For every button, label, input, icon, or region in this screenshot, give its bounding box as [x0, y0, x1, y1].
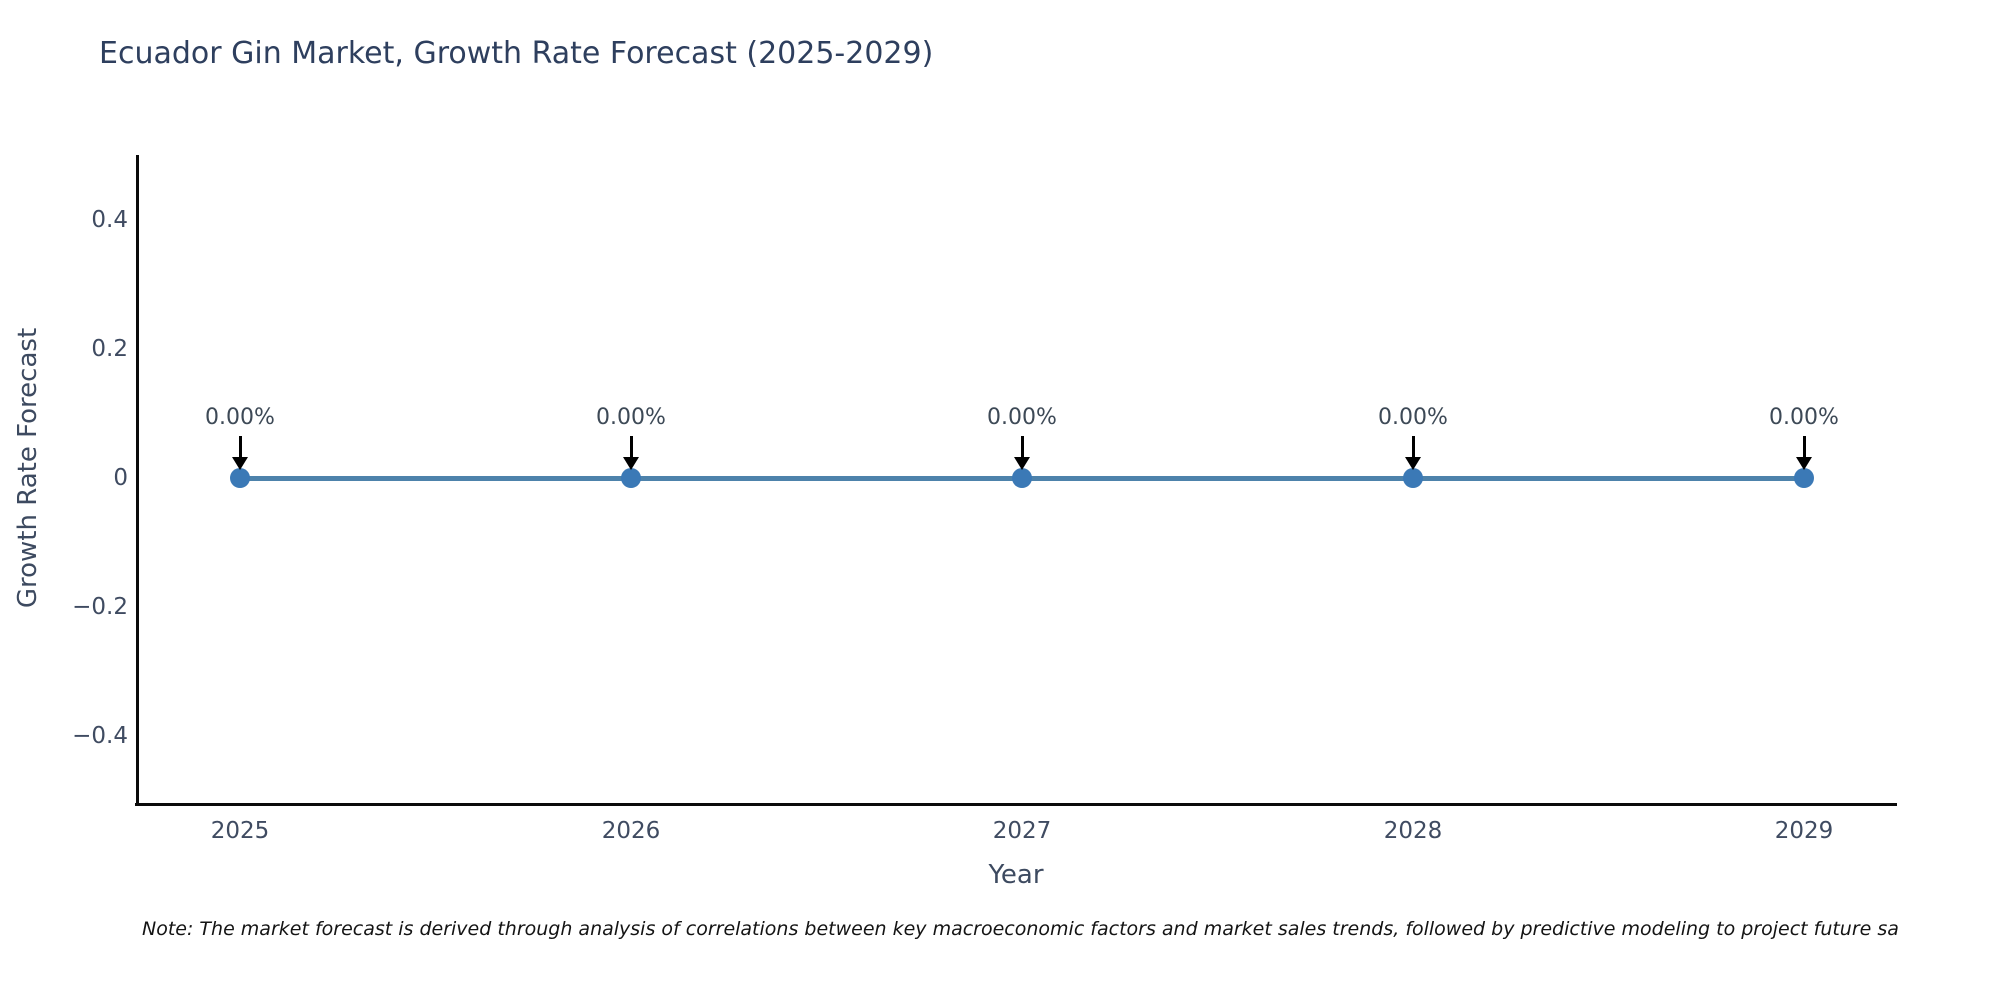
annotation-arrow-shaft	[1020, 436, 1024, 458]
annotation-arrowhead	[1405, 457, 1421, 470]
annotation-arrowhead	[1796, 457, 1812, 470]
data-point-marker	[1794, 468, 1814, 488]
annotation-arrow-shaft	[1802, 436, 1806, 458]
data-label: 0.00%	[1769, 405, 1839, 430]
y-tick-label: 0	[113, 465, 128, 491]
x-tick-label: 2025	[210, 818, 270, 844]
annotation-arrow-shaft	[238, 436, 242, 458]
chart-title: Ecuador Gin Market, Growth Rate Forecast…	[99, 36, 934, 71]
data-point-marker	[1012, 468, 1032, 488]
x-axis-title: Year	[988, 860, 1044, 890]
y-axis-spine	[136, 155, 139, 806]
data-label: 0.00%	[1378, 405, 1448, 430]
annotation-arrow-shaft	[1411, 436, 1415, 458]
x-tick-label: 2029	[1774, 818, 1834, 844]
data-label: 0.00%	[596, 405, 666, 430]
y-tick-label: 0.4	[91, 207, 128, 233]
y-tick-label: 0.2	[91, 336, 128, 362]
annotation-arrow-shaft	[629, 436, 633, 458]
footnote: Note: The market forecast is derived thr…	[142, 918, 1899, 940]
annotation-arrowhead	[623, 457, 639, 470]
data-label: 0.00%	[987, 405, 1057, 430]
annotation-arrowhead	[1014, 457, 1030, 470]
x-tick-label: 2028	[1383, 818, 1443, 844]
x-tick-label: 2026	[601, 818, 661, 844]
x-axis-spine	[135, 803, 1897, 806]
data-label: 0.00%	[205, 405, 275, 430]
data-point-marker	[1403, 468, 1423, 488]
data-point-marker	[621, 468, 641, 488]
x-tick-label: 2027	[992, 818, 1052, 844]
y-tick-label: −0.4	[72, 723, 128, 749]
data-point-marker	[230, 468, 250, 488]
y-tick-label: −0.2	[72, 594, 128, 620]
annotation-arrowhead	[232, 457, 248, 470]
